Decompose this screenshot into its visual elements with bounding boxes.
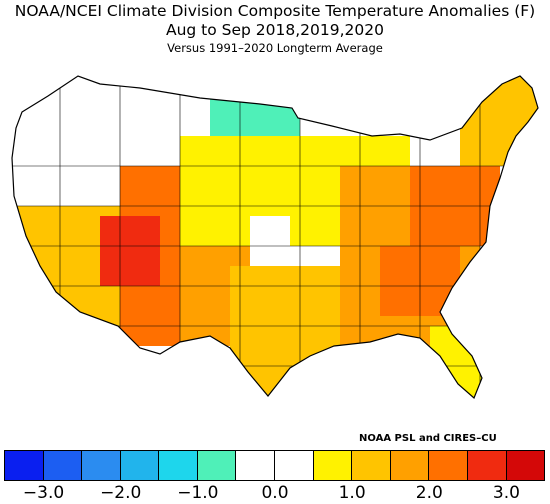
map-region-north-dakota-minnesota — [210, 76, 300, 136]
legend-bin — [351, 450, 391, 481]
legend-tick-label: 1.0 — [338, 483, 366, 503]
map-period: Aug to Sep 2018,2019,2020 — [165, 21, 384, 39]
legend-tick-label: −3.0 — [22, 483, 65, 503]
legend-bin — [158, 450, 198, 481]
legend-bin — [389, 450, 430, 481]
map-baseline: Versus 1991–2020 Longterm Average — [167, 41, 383, 55]
color-scale-legend — [4, 450, 546, 481]
map-region-utah-core — [100, 216, 160, 286]
legend-bin — [196, 450, 237, 481]
map-region-central-white-patch — [250, 216, 290, 266]
legend-tick-label: −2.0 — [100, 483, 142, 503]
legend-bin — [4, 450, 44, 481]
legend-bin — [505, 450, 546, 481]
legend-tick-labels: −3.0 −2.0 −1.0 0.0 1.0 2.0 3.0 — [0, 483, 550, 504]
map-title: NOAA/NCEI Climate Division Composite Tem… — [14, 2, 536, 20]
legend-bin — [428, 450, 468, 481]
us-outline — [11, 75, 539, 400]
us-climate-division-map — [11, 75, 539, 400]
legend-tick-label: 0.0 — [261, 483, 289, 503]
map-region-texas-lower-plains — [230, 266, 340, 398]
legend-bin — [312, 450, 353, 481]
legend-bin — [235, 450, 276, 481]
legend-tick-label: 2.0 — [415, 483, 443, 503]
legend-bin — [81, 450, 121, 481]
legend-tick-label: 3.0 — [492, 483, 520, 503]
legend-bin — [466, 450, 507, 481]
data-credit: NOAA PSL and CIRES–CU — [359, 433, 497, 444]
climate-division-borders — [12, 76, 538, 398]
legend-bin — [274, 450, 314, 481]
legend-tick-label: −1.0 — [177, 483, 219, 503]
legend-bin — [119, 450, 160, 481]
legend-bin — [42, 450, 83, 481]
